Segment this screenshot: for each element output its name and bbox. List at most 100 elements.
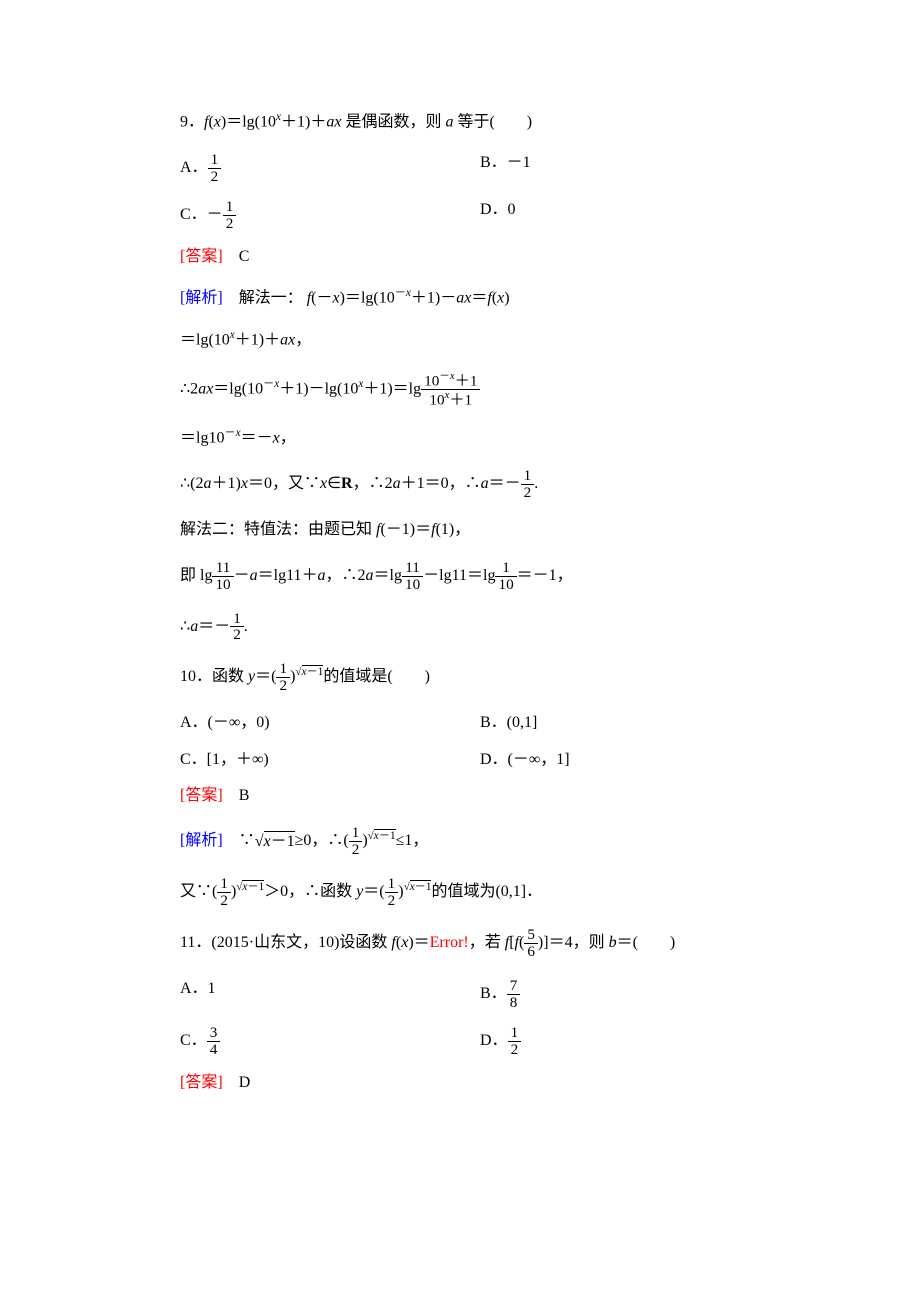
q9a-m8num: 1: [230, 611, 244, 628]
q10a-l1num: 1: [349, 825, 363, 842]
q9a-m3c: ＝lg(10: [213, 380, 263, 397]
q9-s3: x: [214, 114, 221, 131]
q9a-m5d: x: [241, 475, 248, 492]
q9a-m8b: a: [190, 618, 198, 635]
q9a-m8den: 2: [230, 627, 244, 643]
q11-optA: A．1: [180, 978, 480, 1011]
analysis-label: [解析]: [180, 290, 223, 307]
q9a-m5num: 1: [521, 468, 535, 485]
q9-ana-l4: ＝lg10－x＝－x，: [180, 426, 740, 450]
q9a-m7g: a: [366, 567, 374, 584]
q10-exp: √x－1: [295, 666, 323, 678]
q9-optA-num: 1: [208, 152, 222, 169]
q10-ana-l2: 又∵(12)√x－1＞0，∴函数 y＝(12)√x－1的值域为(0,1]．: [180, 876, 740, 909]
q11-options-row1: A．1 B．78: [180, 978, 740, 1011]
q9a-m7f1d: 10: [212, 577, 233, 593]
q11-number: 11．: [180, 934, 211, 951]
q9-options-row1: A．12 B．－1: [180, 152, 740, 185]
q9-optB: B．－1: [480, 152, 740, 185]
q11-optB-den: 8: [507, 995, 521, 1011]
q9a-m6: 解法二：特值法：由题已知: [180, 521, 376, 538]
q10a-l2den: 2: [217, 893, 231, 909]
q10a-l2c: ＞0，∴函数: [264, 884, 356, 901]
q11-optC: C．34: [180, 1025, 480, 1058]
q11-optD-den: 2: [508, 1042, 522, 1058]
q10-den: 2: [276, 678, 290, 694]
q9a-m7f3d: 10: [495, 577, 516, 593]
q9a-m5i: ，∴2: [353, 475, 393, 492]
q9a-m4e: ，: [280, 430, 296, 447]
q10a-l1den: 2: [349, 842, 363, 858]
q9-options-row2: C．－12 D．0: [180, 199, 740, 232]
q11-optC-label: C．: [180, 1032, 207, 1049]
q9a-m7f3n: 1: [495, 560, 516, 577]
q10-options-row2: C．[1，＋∞) D．(－∞，1]: [180, 749, 740, 771]
q9-optA-den: 2: [208, 169, 222, 185]
q11-k: )]＝4，则: [538, 934, 609, 951]
q9a-m1pre: 解法一：: [239, 290, 303, 307]
q9-ana-l6: 解法二：特值法：由题已知 f(－1)＝f(1)，: [180, 519, 740, 541]
q10a-l1d: ≥0，∴(: [295, 833, 349, 850]
q9-ana-l2: ＝lg(10x＋1)＋ax，: [180, 328, 740, 352]
q9-optC-label: C．－: [180, 206, 223, 223]
q9a-m8a: ∴: [180, 618, 190, 635]
q9a-m5g: ∈: [327, 475, 341, 492]
q9a-m7f2d: 10: [402, 577, 423, 593]
q9-optC-num: 1: [223, 199, 237, 216]
q11-options-row2: C．34 D．12: [180, 1025, 740, 1058]
q11-m: ＝( ): [617, 934, 676, 951]
q11-e: )＝: [408, 934, 429, 951]
q10-optB: B．(0,1]: [480, 712, 740, 734]
answer-label: [答案]: [180, 248, 223, 265]
q9-optC-den: 2: [223, 216, 237, 232]
q9a-m2a: ＝lg(10: [180, 332, 230, 349]
q9-stem: 9．f(x)＝lg(10x＋1)＋ax 是偶函数，则 a 等于( ): [180, 110, 740, 134]
q9a-m2c: ＋1)＋: [235, 332, 280, 349]
q9-ana-l8: ∴a＝－12.: [180, 611, 740, 644]
q9a-m1d: )＝lg(10: [340, 290, 395, 307]
q9a-m5e: ＝0，又∵: [248, 475, 320, 492]
q11-num: 5: [524, 927, 538, 944]
q9a-m1c: x: [333, 290, 340, 307]
q9a-m8c: ＝－: [198, 618, 230, 635]
q9-s7: ax: [326, 114, 341, 131]
q9-ana-l7: 即 lg1110－a＝lg11＋a，∴2a＝lg1110－lg11＝lg110＝…: [180, 560, 740, 593]
q9a-m2d: ax: [280, 332, 295, 349]
answer-label-3: [答案]: [180, 1074, 223, 1091]
q9a-m5a: ∴(2: [180, 475, 204, 492]
analysis-label-2: [解析]: [180, 833, 223, 850]
q10a-l2den2: 2: [385, 893, 399, 909]
q10a-l1sqrt: √x－1: [255, 831, 295, 853]
q9a-m7c: a: [250, 567, 258, 584]
q9a-m7i: －lg11＝lg: [423, 567, 495, 584]
q9-s10: 等于( ): [453, 114, 532, 131]
q10-number: 10．: [180, 669, 212, 686]
q9a-m5den: 2: [521, 485, 535, 501]
answer-label-2: [答案]: [180, 787, 223, 804]
q9-s8: 是偶函数，则: [341, 114, 445, 131]
q11-optC-num: 3: [207, 1025, 221, 1042]
q10a-l2exp2: √x－1: [404, 881, 432, 893]
q10a-l1f: ≤1，: [396, 833, 429, 850]
q9a-m2e: ，: [295, 332, 311, 349]
q10a-l1a: ∵: [239, 833, 255, 850]
q9a-m3frac: 10－x＋110x＋1: [421, 371, 480, 409]
q11-a: (2015·山东文，10)设函数: [211, 934, 391, 951]
q9a-m5b: a: [204, 475, 212, 492]
q9a-m5l: a: [481, 475, 489, 492]
q11-optB-label: B．: [480, 985, 507, 1002]
q10-e: 的值域是( ): [323, 669, 430, 686]
q9a-m5m: ＝－: [489, 475, 521, 492]
q11-optD-num: 1: [508, 1025, 522, 1042]
q9-number: 9．: [180, 114, 204, 131]
q10-num: 1: [276, 661, 290, 678]
q9-answer-line: [答案] C: [180, 246, 740, 268]
q10a-l1exp: √x－1: [368, 830, 396, 842]
q11-l: b: [609, 934, 617, 951]
q9a-m5k: ＋1＝0，∴: [401, 475, 481, 492]
q9a-m7j: ＝－1，: [517, 567, 573, 584]
q9a-m1f: ＋1)－: [411, 290, 456, 307]
q9a-m3e: ＋1)－lg(10: [279, 380, 358, 397]
q10-options-row1: A．(－∞，0) B．(0,1]: [180, 712, 740, 734]
q10-optC: C．[1，＋∞): [180, 749, 480, 771]
